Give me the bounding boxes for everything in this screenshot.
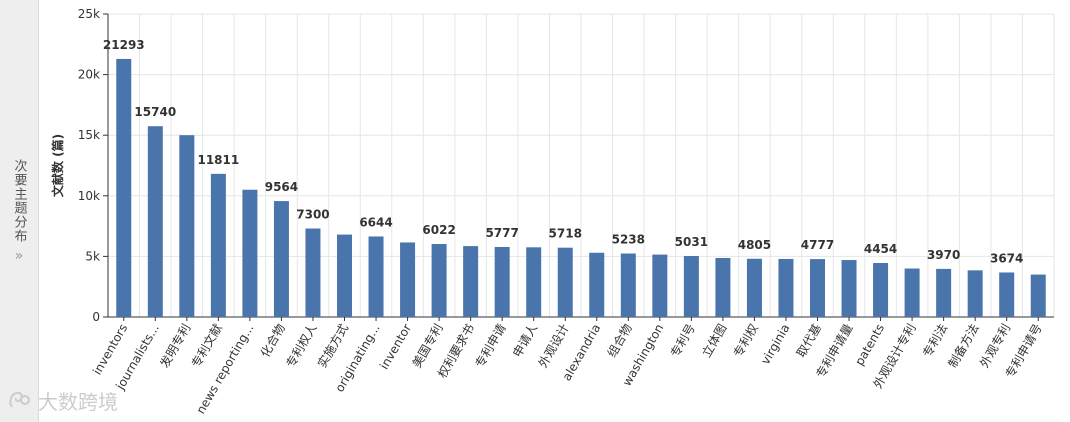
bar bbox=[810, 259, 825, 317]
bar bbox=[904, 268, 920, 317]
x-tick-label: 专利权人 bbox=[283, 321, 320, 370]
y-tick-label: 15k bbox=[78, 128, 100, 142]
bar bbox=[242, 189, 258, 317]
watermark: 大数跨境 bbox=[8, 384, 118, 416]
bar bbox=[652, 254, 668, 317]
bar bbox=[557, 247, 573, 317]
bar bbox=[746, 258, 762, 317]
bar bbox=[147, 126, 163, 317]
data-label: 15740 bbox=[134, 105, 176, 119]
x-tick-label: 组合物 bbox=[604, 321, 635, 360]
bar bbox=[967, 270, 983, 317]
data-label: 11811 bbox=[197, 153, 239, 167]
data-label: 4454 bbox=[864, 242, 897, 256]
y-tick-label: 10k bbox=[78, 189, 100, 203]
data-label: 3970 bbox=[927, 248, 960, 262]
x-tick-label: patents bbox=[852, 322, 887, 369]
x-tick-label: 外观专利 bbox=[976, 321, 1013, 370]
bar bbox=[936, 268, 952, 317]
bar bbox=[463, 246, 479, 317]
data-label: 6022 bbox=[422, 223, 455, 237]
x-tick-label: 立体图 bbox=[698, 321, 729, 360]
bar bbox=[778, 258, 794, 317]
bar bbox=[841, 260, 857, 317]
y-axis-label: 文献数 (篇) bbox=[50, 134, 65, 197]
data-label: 5031 bbox=[675, 235, 708, 249]
x-tick-label: inventor bbox=[377, 321, 414, 371]
data-label: 21293 bbox=[103, 38, 145, 52]
x-tick-label: virginia bbox=[758, 322, 792, 367]
bar bbox=[683, 256, 699, 317]
bar bbox=[620, 253, 636, 317]
x-tick-label: 专利权 bbox=[730, 321, 761, 360]
data-label: 4805 bbox=[738, 238, 771, 252]
double-chevron-right-icon: » bbox=[14, 248, 24, 264]
x-tick-label: 专利号 bbox=[667, 321, 698, 360]
data-label: 6644 bbox=[359, 215, 392, 229]
bar bbox=[116, 58, 132, 318]
x-tick-label: 制备方法 bbox=[945, 321, 982, 370]
x-tick-label: 实施方式 bbox=[314, 321, 351, 370]
y-tick-label: 20k bbox=[78, 68, 100, 82]
data-label: 4777 bbox=[801, 238, 834, 252]
data-label: 5777 bbox=[485, 226, 518, 240]
data-label: 3674 bbox=[990, 251, 1023, 265]
bar bbox=[210, 173, 226, 317]
logo-icon bbox=[9, 391, 30, 408]
y-tick-label: 25k bbox=[78, 7, 100, 21]
x-tick-label: 专利法 bbox=[919, 321, 950, 360]
data-label: 5718 bbox=[549, 227, 582, 241]
bar bbox=[305, 228, 321, 317]
bar bbox=[179, 135, 195, 317]
bar bbox=[873, 263, 889, 317]
x-tick-label: 专利文献 bbox=[188, 321, 225, 370]
y-tick-label: 5k bbox=[85, 249, 100, 263]
side-panel-label: 次要主题分布 bbox=[11, 159, 27, 243]
watermark-text: 大数跨境 bbox=[38, 389, 118, 414]
bar bbox=[337, 234, 352, 317]
bar bbox=[715, 257, 731, 317]
x-tick-label: 申请人 bbox=[510, 322, 540, 360]
x-tick-label: 取代基 bbox=[794, 322, 824, 360]
x-tick-label: 专利申请 bbox=[472, 321, 509, 370]
data-label: 9564 bbox=[265, 180, 298, 194]
y-tick-label: 0 bbox=[92, 310, 100, 324]
data-label: 7300 bbox=[296, 208, 329, 222]
data-label: 5238 bbox=[612, 233, 645, 247]
bar bbox=[526, 247, 542, 317]
bar bbox=[400, 242, 416, 317]
side-panel-toggle[interactable]: 次要主题分布 » bbox=[0, 0, 39, 422]
x-tick-label: 化合物 bbox=[257, 321, 288, 360]
bar bbox=[273, 201, 289, 317]
x-tick-label: news reporting... bbox=[194, 322, 257, 417]
bar bbox=[589, 252, 605, 317]
bar bbox=[999, 272, 1015, 317]
x-tick-label: 发明专利 bbox=[156, 321, 193, 370]
bar bbox=[494, 246, 510, 317]
x-tick-label: 美国专利 bbox=[409, 321, 446, 370]
bar bbox=[431, 244, 447, 317]
bar bbox=[368, 236, 384, 317]
bar bbox=[1030, 274, 1046, 317]
